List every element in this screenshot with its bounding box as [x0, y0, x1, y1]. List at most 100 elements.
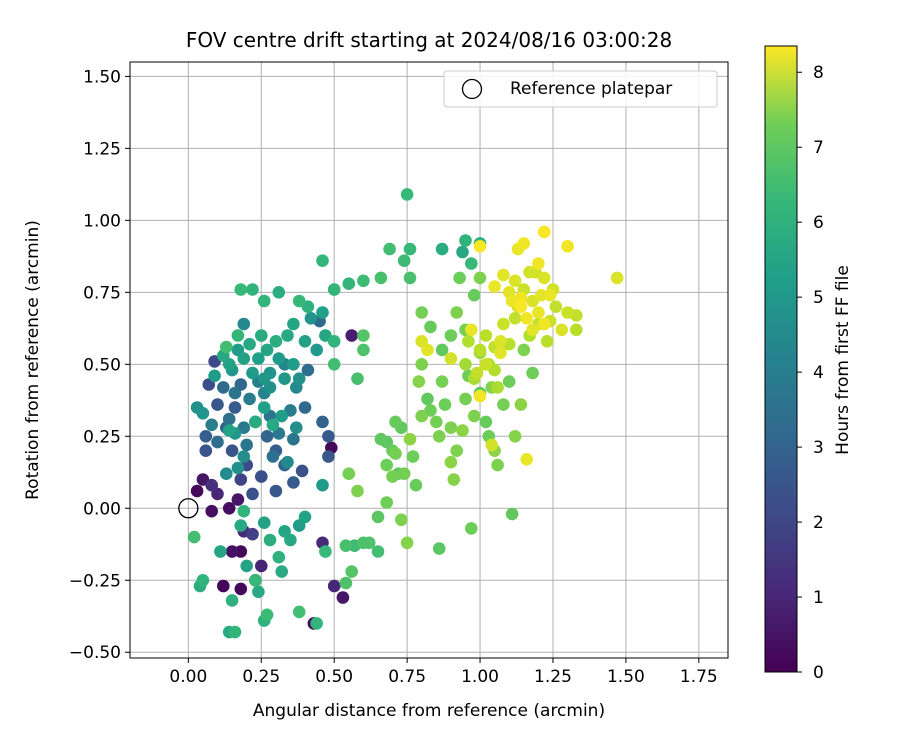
scatter-point: [374, 432, 388, 446]
scatter-point: [479, 415, 493, 429]
scatter-point: [225, 444, 239, 458]
scatter-point: [292, 605, 306, 619]
scatter-point: [196, 407, 210, 420]
scatter-point: [237, 504, 251, 518]
scatter-point: [254, 470, 268, 483]
scatter-point: [462, 335, 475, 348]
scatter-point: [260, 343, 274, 357]
scatter-point: [345, 329, 359, 342]
scatter-point: [351, 484, 364, 498]
scatter-point: [292, 372, 306, 386]
scatter-point: [403, 271, 417, 285]
scatter-point: [199, 430, 213, 443]
scatter-point: [342, 277, 356, 291]
scatter-point: [517, 237, 531, 250]
scatter-point: [357, 329, 370, 342]
scatter-point: [220, 340, 233, 354]
legend-box: [443, 70, 718, 108]
scatter-point: [327, 358, 341, 371]
scatter-point: [254, 559, 268, 573]
colorbar-tick-label: 4: [813, 363, 824, 383]
scatter-point: [450, 444, 464, 458]
scatter-point: [473, 271, 487, 285]
scatter-point: [415, 306, 429, 319]
colorbar-gradient: [764, 45, 798, 673]
scatter-point: [535, 288, 548, 302]
scatter-point: [225, 545, 239, 558]
scatter-point: [351, 372, 364, 386]
scatter-point: [520, 453, 533, 466]
scatter-point: [421, 392, 434, 406]
scatter-point: [316, 415, 329, 429]
scatter-point: [287, 358, 300, 371]
chart-title: FOV centre drift starting at 2024/08/16 …: [186, 28, 672, 52]
scatter-point: [467, 409, 481, 423]
scatter-point: [444, 352, 458, 365]
scatter-point: [540, 335, 554, 348]
scatter-point: [397, 467, 411, 481]
scatter-point: [412, 375, 426, 388]
x-axis-ticks: 0.00 0.25 0.50 0.75 1.00 1.25 1.50 1.75: [169, 658, 718, 687]
y-tick-label: 1.50: [83, 67, 121, 87]
scatter-point: [523, 265, 536, 279]
scatter-point: [447, 473, 461, 486]
scatter-point: [479, 358, 493, 371]
scatter-point: [327, 335, 341, 348]
scatter-point: [473, 240, 487, 253]
scatter-point: [491, 381, 504, 394]
scatter-point: [479, 329, 493, 342]
scatter-point: [514, 398, 528, 411]
scatter-point: [532, 306, 545, 319]
scatter-point: [555, 323, 568, 337]
scatter-point: [473, 389, 487, 403]
scatter-point: [444, 455, 458, 469]
colorbar: 0 1 2 3 4 5 6 7 8 Hours from first FF file: [764, 45, 853, 683]
scatter-point: [505, 507, 519, 521]
scatter-point: [488, 280, 501, 293]
scatter-point: [467, 288, 481, 302]
scatter-point: [371, 545, 385, 558]
scatter-point: [252, 585, 265, 599]
scatter-point: [502, 375, 516, 388]
scatter-point: [272, 286, 286, 299]
scatter-point: [357, 343, 370, 357]
scatter-point: [272, 550, 286, 564]
legend-marker-reference: [461, 78, 483, 100]
scatter-point: [465, 257, 478, 270]
scatter-point: [438, 398, 452, 411]
x-tick-label: 1.00: [461, 667, 499, 687]
scatter-point: [403, 242, 417, 256]
scatter-point: [520, 312, 533, 325]
scatter-point: [220, 467, 233, 481]
scatter-point: [298, 401, 312, 414]
scatter-point: [456, 424, 469, 437]
y-tick-label: 1.00: [83, 211, 121, 231]
scatter-point: [473, 343, 487, 357]
scatter-point: [225, 594, 239, 607]
scatter-point: [415, 409, 429, 423]
colorbar-tick-label: 5: [813, 288, 824, 308]
scatter-point: [214, 545, 227, 558]
scatter-point: [432, 430, 446, 443]
scatter-point: [517, 343, 531, 357]
scatter-point: [269, 335, 283, 348]
scatter-point: [287, 476, 300, 489]
scatter-point: [254, 329, 268, 342]
y-tick-label: 0.50: [83, 355, 121, 375]
scatter-point: [339, 576, 353, 590]
scatter-point: [205, 478, 218, 492]
scatter-point: [494, 346, 507, 360]
scatter-point: [444, 421, 458, 435]
scatter-point: [339, 539, 353, 552]
scatter-point: [497, 398, 510, 411]
scatter-point: [406, 450, 420, 463]
scatter-point: [246, 487, 259, 501]
scatter-point: [284, 533, 297, 547]
scatter-point: [409, 478, 423, 492]
scatter-point: [453, 271, 466, 285]
scatter-point: [485, 438, 499, 452]
scatter-point: [397, 254, 411, 267]
scatter-point: [243, 392, 256, 406]
